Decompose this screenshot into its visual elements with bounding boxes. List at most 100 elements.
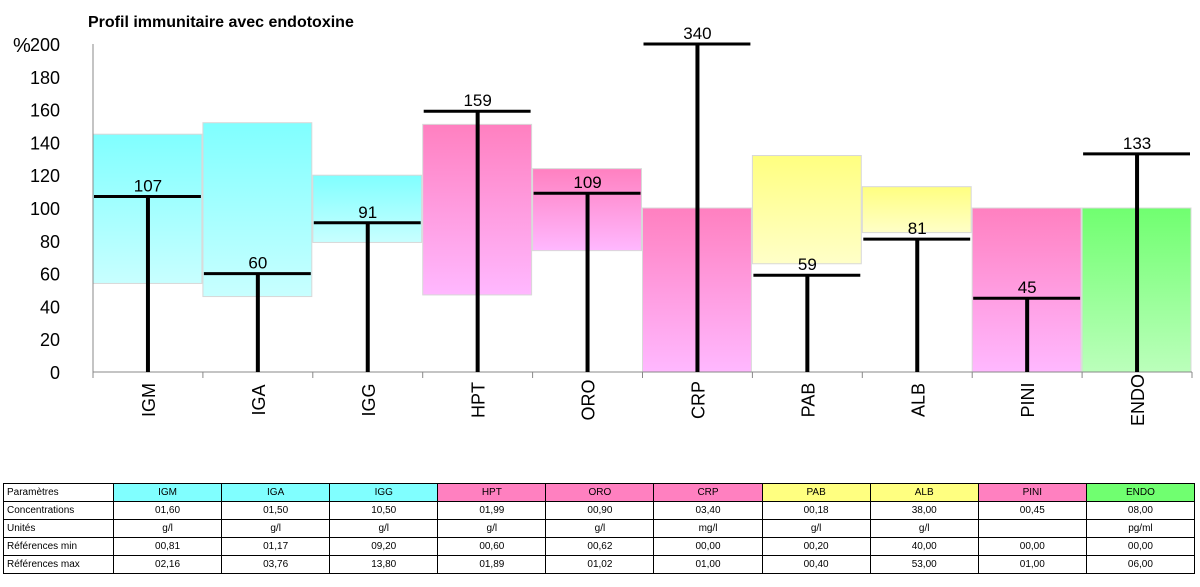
table-cell: 53,00 bbox=[869, 555, 979, 574]
table-header-alb: ALB bbox=[869, 483, 979, 502]
category-label-pini: PINI bbox=[1018, 382, 1038, 417]
reference-range-igg bbox=[312, 174, 423, 243]
table-cell: 00,62 bbox=[545, 537, 655, 556]
table-row-label: Unités bbox=[3, 519, 114, 538]
value-label-oro: 109 bbox=[573, 173, 601, 192]
table-cell: 00,60 bbox=[437, 537, 547, 556]
value-label-alb: 81 bbox=[908, 219, 927, 238]
table-cell: 01,89 bbox=[437, 555, 547, 574]
value-label-crp: 340 bbox=[683, 24, 711, 43]
table-cell: 00,00 bbox=[1085, 537, 1196, 556]
table-cell: 01,02 bbox=[545, 555, 655, 574]
table-cell: 40,00 bbox=[869, 537, 979, 556]
table-header-label: Paramètres bbox=[3, 483, 114, 502]
value-label-igm: 107 bbox=[134, 177, 162, 196]
table-header-igm: IGM bbox=[112, 483, 223, 502]
table-cell: g/l bbox=[221, 519, 331, 538]
y-tick-label: 200 bbox=[30, 35, 60, 55]
table-row-label: Concentrations bbox=[3, 501, 114, 520]
table-cell: 08,00 bbox=[1085, 501, 1196, 520]
table-cell: 13,80 bbox=[329, 555, 439, 574]
reference-range-pab bbox=[751, 155, 862, 265]
table-cell: 03,40 bbox=[653, 501, 763, 520]
y-tick-label: 20 bbox=[40, 330, 60, 350]
category-label-alb: ALB bbox=[908, 383, 928, 417]
table-header-hpt: HPT bbox=[437, 483, 547, 502]
category-label-pab: PAB bbox=[798, 383, 818, 418]
category-label-iga: IGA bbox=[249, 384, 269, 415]
table-cell: 00,18 bbox=[761, 501, 871, 520]
table-cell: 01,50 bbox=[221, 501, 331, 520]
axes bbox=[92, 44, 1193, 378]
y-tick-label: 0 bbox=[50, 363, 60, 383]
table-header-pini: PINI bbox=[977, 483, 1087, 502]
table-header-igg: IGG bbox=[329, 483, 439, 502]
table-cell: 01,60 bbox=[112, 501, 223, 520]
value-label-endo: 133 bbox=[1123, 134, 1151, 153]
value-label-hpt: 159 bbox=[463, 91, 491, 110]
parameter-table: Paramètres IGM IGA IGG HPT ORO CRP PAB ALB PINI E… bbox=[3, 483, 1196, 574]
table-cell: 01,00 bbox=[653, 555, 763, 574]
reference-range-alb bbox=[861, 186, 972, 234]
table-cell: g/l bbox=[112, 519, 223, 538]
category-label-hpt: HPT bbox=[469, 382, 489, 418]
y-tick-label: 60 bbox=[40, 265, 60, 285]
table-cell: g/l bbox=[761, 519, 871, 538]
table-header-pab: PAB bbox=[761, 483, 871, 502]
y-tick-label: 140 bbox=[30, 133, 60, 153]
table-cell: g/l bbox=[869, 519, 979, 538]
reference-range-iga bbox=[202, 122, 313, 298]
table-cell: 00,45 bbox=[977, 501, 1087, 520]
table-cell: mg/l bbox=[653, 519, 763, 538]
table-cell: 00,00 bbox=[977, 537, 1087, 556]
value-label-pini: 45 bbox=[1018, 278, 1037, 297]
y-axis-ticks: 0 20 40 60 80 100 120 140 160 180 200 bbox=[30, 35, 60, 383]
table-header-row: Paramètres IGM IGA IGG HPT ORO CRP PAB ALB PINI E… bbox=[3, 483, 1196, 502]
y-tick-label: 80 bbox=[40, 232, 60, 252]
y-tick-label: 120 bbox=[30, 166, 60, 186]
category-label-igg: IGG bbox=[359, 383, 379, 416]
table-cell: 03,76 bbox=[221, 555, 331, 574]
y-tick-label: 100 bbox=[30, 199, 60, 219]
value-label-pab: 59 bbox=[798, 255, 817, 274]
table-row-label: Références max bbox=[3, 555, 114, 574]
table-cell: 38,00 bbox=[869, 501, 979, 520]
y-tick-label: 180 bbox=[30, 68, 60, 88]
table-header-iga: IGA bbox=[221, 483, 331, 502]
chart-title: Profil immunitaire avec endotoxine bbox=[88, 14, 354, 31]
table-cell: 00,40 bbox=[761, 555, 871, 574]
table-row: Unités g/l g/l g/l g/l g/l mg/l g/l g/l pg/ml bbox=[3, 519, 1196, 538]
table-cell: 06,00 bbox=[1085, 555, 1196, 574]
table-cell: 01,99 bbox=[437, 501, 547, 520]
table-cell: g/l bbox=[437, 519, 547, 538]
y-axis-unit-label: % bbox=[13, 35, 31, 57]
category-label-igm: IGM bbox=[139, 383, 159, 417]
y-tick-label: 40 bbox=[40, 297, 60, 317]
table-cell: 01,17 bbox=[221, 537, 331, 556]
table-cell: 01,00 bbox=[977, 555, 1087, 574]
immune-profile-chart: Profil immunitaire avec endotoxine % 0 20… bbox=[13, 14, 1193, 426]
table-cell: pg/ml bbox=[1085, 519, 1196, 538]
table-cell: 00,00 bbox=[653, 537, 763, 556]
table-row: Références min 00,81 01,17 09,20 00,60 00,62 0… bbox=[3, 537, 1196, 556]
table-cell: 10,50 bbox=[329, 501, 439, 520]
value-markers: 107 60 91 159 109 340 59 81 45 133 bbox=[94, 24, 1190, 372]
category-label-oro: ORO bbox=[579, 379, 599, 420]
table-cell: 09,20 bbox=[329, 537, 439, 556]
category-label-crp: CRP bbox=[688, 381, 708, 419]
table-cell bbox=[977, 519, 1087, 538]
table-header-endo: ENDO bbox=[1085, 483, 1196, 502]
category-label-endo: ENDO bbox=[1128, 374, 1148, 426]
table-row: Concentrations 01,60 01,50 10,50 01,99 00,90 0… bbox=[3, 501, 1196, 520]
table-cell: 00,20 bbox=[761, 537, 871, 556]
y-tick-label: 160 bbox=[30, 101, 60, 121]
value-label-iga: 60 bbox=[248, 254, 267, 273]
table-row-label: Références min bbox=[3, 537, 114, 556]
table-cell: g/l bbox=[545, 519, 655, 538]
table-row: Références max 02,16 03,76 13,80 01,89 01,02 0… bbox=[3, 555, 1196, 574]
table-cell: 02,16 bbox=[112, 555, 223, 574]
table-cell: g/l bbox=[329, 519, 439, 538]
x-axis-category-labels: IGM IGA IGG HPT ORO CRP PAB ALB PINI ENDO bbox=[139, 374, 1148, 426]
table-cell: 00,90 bbox=[545, 501, 655, 520]
table-cell: 00,81 bbox=[112, 537, 223, 556]
